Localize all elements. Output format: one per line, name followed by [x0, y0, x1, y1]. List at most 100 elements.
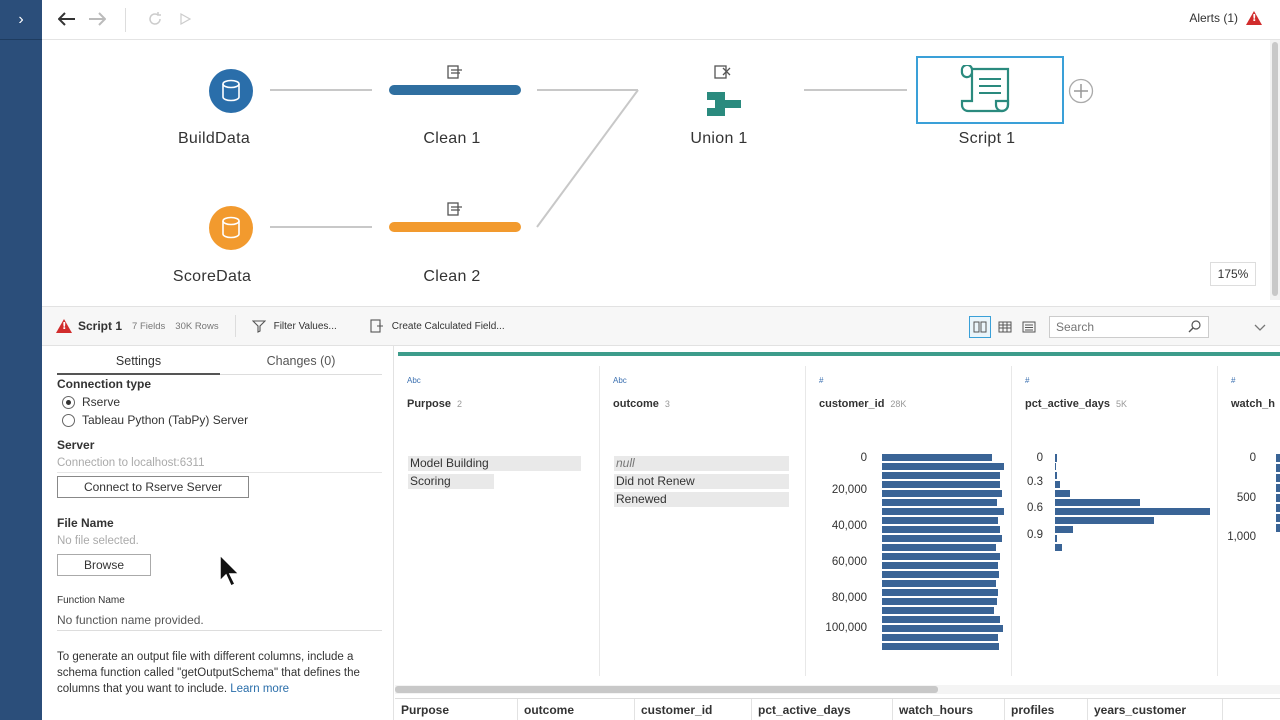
connect-rserve-button[interactable]: Connect to Rserve Server — [57, 476, 249, 498]
histogram-bar[interactable] — [1276, 514, 1280, 522]
histogram-bar[interactable] — [1276, 454, 1280, 462]
profile-card-pct-active-days[interactable]: # pct_active_days 5K 0 0.3 0.6 0.9 — [1013, 366, 1218, 676]
list-item[interactable]: null — [614, 456, 789, 471]
back-arrow-icon[interactable] — [56, 8, 78, 30]
histogram-bar[interactable] — [1055, 499, 1140, 506]
histogram-bar[interactable] — [1276, 504, 1280, 512]
union1-node-icon[interactable] — [705, 90, 743, 123]
create-calculated-field-button[interactable]: Create Calculated Field... — [370, 319, 505, 333]
tab-changes[interactable]: Changes (0) — [220, 354, 382, 368]
histogram-bar[interactable] — [1276, 484, 1280, 492]
expand-panel-icon[interactable]: › — [0, 0, 42, 40]
list-item[interactable]: Model Building — [408, 456, 583, 471]
profile-card-outcome[interactable]: Abc outcome 3 null Did not Renew Renewed — [601, 366, 806, 676]
histogram-bar[interactable] — [1055, 481, 1060, 488]
profile-view-icon[interactable] — [969, 316, 991, 338]
profile-card-customer-id[interactable]: # customer_id 28K 0 20,000 40,000 60,000 … — [807, 366, 1012, 676]
histogram-bar[interactable] — [882, 472, 1000, 479]
histogram-bar[interactable] — [1276, 464, 1280, 472]
histogram-bar[interactable] — [882, 643, 999, 650]
node-label-clean1[interactable]: Clean 1 — [423, 130, 481, 147]
run-flow-icon[interactable] — [174, 8, 196, 30]
histogram-bar[interactable] — [882, 616, 1000, 623]
node-label-clean2[interactable]: Clean 2 — [423, 268, 481, 285]
histogram-bar[interactable] — [882, 607, 994, 614]
histogram-bar[interactable] — [1055, 454, 1057, 462]
histogram-bar[interactable] — [882, 499, 997, 506]
histogram-bar[interactable] — [1276, 524, 1280, 532]
learn-more-link[interactable]: Learn more — [230, 683, 290, 695]
histogram-bar[interactable] — [1055, 463, 1056, 470]
function-name-field[interactable]: No function name provided. — [57, 613, 204, 627]
search-input[interactable] — [1049, 316, 1209, 338]
histogram-bar[interactable] — [882, 490, 1002, 497]
filter-values-button[interactable]: Filter Values... — [251, 319, 337, 333]
histogram-bar[interactable] — [882, 589, 998, 596]
histogram-bar[interactable] — [1055, 535, 1057, 542]
histogram-bar[interactable] — [882, 526, 1000, 533]
histogram-bar[interactable] — [1055, 544, 1062, 551]
node-label-union1[interactable]: Union 1 — [690, 130, 748, 147]
histogram-bar[interactable] — [882, 580, 996, 587]
profile-card-purpose[interactable]: Abc Purpose 2 Model Building Scoring — [395, 366, 600, 676]
search-icon[interactable] — [1188, 319, 1202, 333]
add-step-plus-icon[interactable] — [1068, 78, 1094, 109]
distinct-count: 28K — [890, 399, 907, 409]
histogram-bar[interactable] — [882, 553, 1000, 560]
grid-column-header[interactable]: watch_hours — [893, 698, 1005, 720]
histogram-bar[interactable] — [882, 481, 1000, 488]
node-label-script1[interactable]: Script 1 — [958, 130, 1016, 147]
histogram-bar[interactable] — [882, 517, 998, 524]
radio-rserve[interactable]: Rserve — [62, 395, 120, 409]
histogram-bar[interactable] — [1055, 472, 1057, 479]
histogram-bar[interactable] — [882, 571, 999, 578]
histogram-bar[interactable] — [882, 562, 998, 569]
grid-column-header[interactable]: pct_active_days — [752, 698, 893, 720]
alerts-button[interactable]: Alerts (1) — [1189, 11, 1262, 25]
node-label-builddata[interactable]: BuildData — [177, 130, 251, 147]
node-label-scoredata[interactable]: ScoreData — [172, 268, 252, 285]
refresh-icon[interactable] — [144, 8, 166, 30]
histogram-bar[interactable] — [882, 625, 1003, 632]
histogram-bar[interactable] — [882, 598, 997, 605]
radio-button-selected[interactable] — [62, 395, 75, 409]
histogram-bar[interactable] — [1055, 508, 1210, 515]
grid-column-header[interactable]: years_customer — [1088, 698, 1223, 720]
browse-button[interactable]: Browse — [57, 554, 151, 576]
grid-column-header[interactable]: Purpose — [395, 698, 518, 720]
histogram-bar[interactable] — [882, 634, 998, 641]
server-connection-field[interactable]: Connection to localhost:6311 — [57, 457, 205, 469]
profile-card-watch-hours[interactable]: # watch_h 0 500 1,000 — [1219, 366, 1280, 676]
histogram-bar[interactable] — [1055, 526, 1073, 533]
zoom-level[interactable]: 175% — [1210, 262, 1256, 286]
clean1-node-bar[interactable] — [389, 85, 521, 95]
builddata-node-icon[interactable] — [209, 69, 253, 118]
list-item[interactable]: Renewed — [614, 492, 789, 507]
collapse-chevron-icon[interactable] — [1254, 319, 1266, 337]
histogram-bar[interactable] — [882, 535, 1002, 542]
histogram-bar[interactable] — [882, 463, 1004, 470]
list-item[interactable]: Did not Renew — [614, 474, 789, 489]
grid-column-header[interactable]: outcome — [518, 698, 635, 720]
radio-button[interactable] — [62, 413, 75, 427]
canvas-vertical-scrollbar[interactable] — [1270, 40, 1280, 300]
histogram-bar[interactable] — [882, 508, 1004, 515]
histogram-bar[interactable] — [1055, 490, 1070, 497]
histogram-bar[interactable] — [882, 544, 996, 551]
tab-settings[interactable]: Settings — [57, 354, 220, 368]
forward-arrow-icon[interactable] — [86, 8, 108, 30]
histogram-bar[interactable] — [1276, 474, 1280, 482]
histogram-bar[interactable] — [882, 454, 992, 461]
grid-column-header[interactable]: profiles — [1005, 698, 1088, 720]
list-item[interactable]: Scoring — [408, 474, 498, 489]
grid-column-header[interactable]: customer_id — [635, 698, 752, 720]
radio-tabpy[interactable]: Tableau Python (TabPy) Server — [62, 413, 248, 427]
clean2-node-bar[interactable] — [389, 222, 521, 232]
histogram-bar[interactable] — [1276, 494, 1280, 502]
scoredata-node-icon[interactable] — [209, 206, 253, 255]
data-grid-view-icon[interactable] — [994, 316, 1016, 338]
histogram-bar[interactable] — [1055, 517, 1154, 524]
list-view-icon[interactable] — [1018, 316, 1040, 338]
profile-horizontal-scrollbar[interactable] — [395, 685, 1280, 694]
script1-node-selected[interactable] — [916, 56, 1064, 124]
